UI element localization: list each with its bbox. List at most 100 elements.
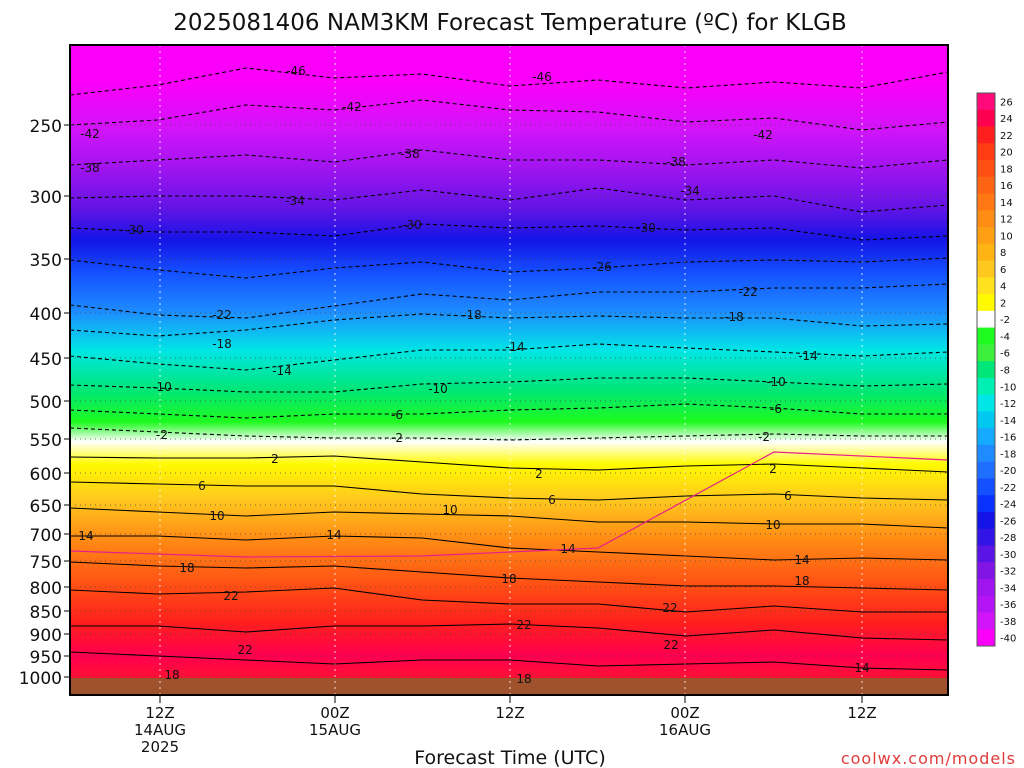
colorbar-label: 24 [1000, 114, 1013, 125]
colorbar-swatch [977, 495, 995, 513]
isotherm-label: -10 [152, 380, 172, 394]
isotherm-label: -46 [532, 70, 552, 84]
colorbar-label: -18 [1000, 449, 1016, 460]
colorbar-label: 16 [1000, 181, 1013, 192]
colorbar-swatch [977, 444, 995, 463]
colorbar-swatch [977, 344, 995, 362]
isotherm-label: 6 [548, 493, 556, 507]
y-tick-label: 700 [30, 526, 62, 546]
isotherm-label: 2 [535, 467, 543, 481]
isotherm-label: 18 [516, 672, 531, 686]
colorbar-swatch [977, 327, 995, 345]
isotherm-line [69, 99, 949, 131]
grid-lines [70, 45, 948, 695]
isotherm-label: 6 [198, 479, 206, 493]
colorbar-label: -40 [1000, 634, 1016, 645]
colorbar-label: 8 [1000, 248, 1006, 259]
colorbar-swatch [977, 176, 995, 195]
colorbar: 26 24 22 20 18 16 14 12 10 8 6 4 2 -2 -4 -6 -8 -10 -12 -14 -… [976, 92, 1016, 647]
colorbar-swatch [977, 294, 995, 312]
y-tick-label: 800 [30, 579, 62, 599]
credit-link[interactable]: coolwx.com/models [841, 749, 1016, 768]
isotherm-label: -18 [724, 310, 744, 324]
colorbar-swatch [977, 394, 995, 412]
isotherm-line [69, 257, 949, 279]
y-tick-label: 1000 [19, 669, 62, 689]
isotherm-label: -30 [124, 223, 144, 237]
colorbar-swatch [977, 528, 995, 546]
y-tick-label: 900 [30, 626, 62, 646]
colorbar-swatch [977, 511, 995, 530]
y-tick-label: 350 [30, 251, 62, 271]
isotherm-contours [69, 67, 949, 671]
colorbar-label: 4 [1000, 282, 1006, 293]
colorbar-swatch [977, 428, 995, 446]
colorbar-swatch [977, 562, 995, 580]
colorbar-swatch [977, 461, 995, 479]
isotherm-label: 22 [662, 601, 677, 615]
isotherm-label: -22 [212, 308, 232, 322]
isotherm-line [69, 481, 949, 501]
isotherm-labels: -46 -46 -42 -42 -42 -38 -38 -38 -34 -34 -30 -30 -30 -… [78, 64, 869, 686]
x-tick-label: 12Z [145, 704, 174, 722]
colorbar-label: -16 [1000, 433, 1016, 444]
isotherm-label: 14 [794, 553, 809, 567]
colorbar-swatch [977, 377, 995, 396]
isotherm-label: 18 [501, 572, 516, 586]
isotherm-label: -38 [400, 147, 420, 161]
y-tick-label: 600 [30, 465, 62, 485]
isotherm-label: -10 [428, 382, 448, 396]
x-tick-label: 2025 [141, 738, 179, 756]
isotherm-line [70, 623, 949, 641]
colorbar-label: 14 [1000, 198, 1013, 209]
y-tick-label: 500 [30, 393, 62, 413]
isotherm-label: 6 [784, 489, 792, 503]
colorbar-swatch [977, 243, 995, 262]
x-axis-label: Forecast Time (UTC) [414, 747, 605, 768]
isotherm-line [69, 651, 949, 671]
colorbar-label: -34 [1000, 583, 1016, 594]
isotherm-line [69, 187, 949, 213]
y-tick-label: 250 [30, 117, 62, 137]
colorbar-swatch [977, 160, 995, 178]
colorbar-label: 22 [1000, 131, 1013, 142]
x-tick-label: 00Z [670, 704, 699, 722]
colorbar-swatch [977, 93, 995, 111]
isotherm-label: 18 [794, 574, 809, 588]
isotherm-label: 14 [78, 529, 93, 543]
colorbar-swatch [977, 193, 995, 211]
isotherm-label: -14 [272, 364, 292, 378]
isotherm-label: -30 [636, 221, 656, 235]
isotherm-label: 14 [326, 528, 341, 542]
colorbar-label: -26 [1000, 516, 1016, 527]
chart-title: 2025081406 NAM3KM Forecast Temperature (… [173, 10, 847, 36]
plot-frame [69, 44, 949, 696]
isotherm-label: -34 [680, 184, 700, 198]
colorbar-swatch [977, 109, 995, 128]
colorbar-label: -10 [1000, 382, 1016, 393]
colorbar-label: -8 [1000, 366, 1010, 377]
x-tick-label: 16AUG [659, 721, 711, 739]
colorbar-swatch [977, 411, 995, 429]
isotherm-label: 18 [164, 668, 179, 682]
y-tick-label: 400 [30, 305, 62, 325]
colorbar-swatch [977, 126, 995, 144]
isotherm-line [69, 343, 949, 371]
freezing-level-line [69, 451, 949, 558]
isotherm-line [69, 561, 949, 591]
isotherm-label: -38 [666, 155, 686, 169]
colorbar-swatch [977, 361, 995, 379]
colorbar-swatch [977, 143, 995, 161]
y-tick-label: 950 [30, 648, 62, 668]
y-tick-label: 550 [30, 431, 62, 451]
colorbar-swatch [977, 612, 995, 630]
colorbar-swatch [977, 478, 995, 496]
colorbar-swatch [977, 595, 995, 613]
isotherm-label: -18 [212, 337, 232, 351]
colorbar-label: 26 [1000, 97, 1013, 108]
isotherm-label: 22 [663, 638, 678, 652]
isotherm-label: -14 [505, 340, 525, 354]
colorbar-label: -14 [1000, 416, 1016, 427]
colorbar-label: 10 [1000, 231, 1013, 242]
